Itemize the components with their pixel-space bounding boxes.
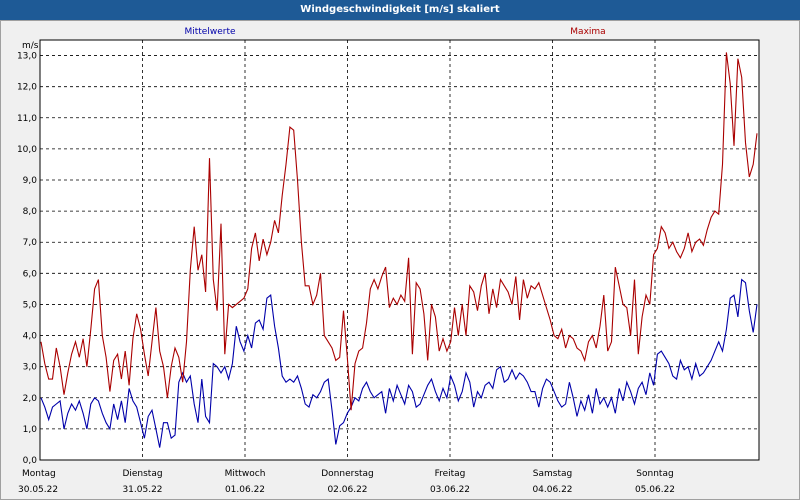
x-tick-date: 05.06.22	[635, 485, 675, 495]
y-tick-label: 5,0	[23, 300, 38, 310]
y-tick-label: 9,0	[23, 176, 38, 186]
legend-mittelwerte: Mittelwerte	[184, 27, 235, 37]
x-tick-date: 04.06.22	[532, 485, 572, 495]
y-tick-label: 1,0	[23, 425, 38, 435]
y-tick-label: 3,0	[23, 363, 38, 373]
x-tick-weekday: Mittwoch	[225, 469, 266, 479]
x-tick-date: 30.05.22	[18, 485, 58, 495]
x-tick-weekday: Freitag	[435, 469, 466, 479]
x-tick-weekday: Donnerstag	[321, 469, 374, 479]
x-tick-weekday: Dienstag	[122, 469, 162, 479]
y-tick-label: 7,0	[23, 238, 38, 248]
y-axis-ticks: 0,0 1,0 2,0 3,0 4,0 5,0 6,0 7,0 8,0 9,0 10,0 11,0 12…	[17, 52, 37, 466]
y-tick-label: 11,0	[17, 114, 37, 124]
y-tick-label: 0,0	[23, 456, 38, 466]
x-tick-date: 02.06.22	[327, 485, 367, 495]
y-tick-label: 12,0	[17, 83, 37, 93]
plot-area	[40, 40, 759, 460]
x-tick-weekday: Montag	[22, 469, 56, 479]
y-tick-label: 2,0	[23, 394, 38, 404]
x-tick-weekday: Sonntag	[636, 469, 673, 479]
x-tick-date: 01.06.22	[225, 485, 265, 495]
y-tick-label: 10,0	[17, 145, 37, 155]
y-tick-label: 4,0	[23, 332, 38, 342]
y-tick-label: 6,0	[23, 269, 38, 279]
legend-maxima: Maxima	[570, 27, 605, 37]
y-tick-label: 13,0	[17, 52, 37, 62]
x-tick-weekday: Samstag	[533, 469, 572, 479]
y-axis-unit-label: m/s	[22, 41, 39, 51]
x-tick-date: 03.06.22	[430, 485, 470, 495]
y-tick-label: 8,0	[23, 207, 38, 217]
x-tick-date: 31.05.22	[122, 485, 162, 495]
x-axis-ticks: Montag 30.05.22 Dienstag 31.05.22 Mittwoch 01…	[18, 469, 675, 495]
